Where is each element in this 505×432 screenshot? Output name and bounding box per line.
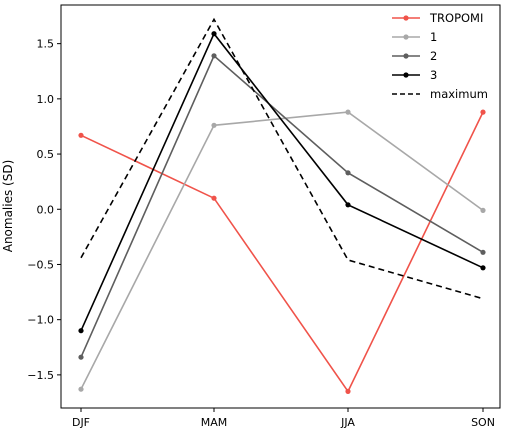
data-point-1 (78, 386, 84, 392)
series-line-2 (80, 54, 484, 358)
y-tick-label: −1.5 (27, 369, 54, 382)
legend-label-tropomi: TROPOMI (429, 11, 483, 25)
data-point-2 (78, 354, 84, 360)
data-point-1 (345, 109, 351, 115)
legend: TROPOMI 1 2 3 maximum (392, 11, 488, 101)
y-tick-label: −1.0 (27, 314, 54, 327)
x-axis: DJF MAM JJA SON (72, 408, 495, 429)
y-tick-label: 1.5 (37, 38, 55, 51)
data-point-tropomi (78, 132, 84, 138)
data-point-3 (211, 31, 217, 37)
legend-marker-1 (403, 34, 409, 40)
series-line-1 (80, 111, 484, 390)
series-layer (78, 17, 486, 394)
data-point-1 (211, 122, 217, 128)
data-point-3 (78, 328, 84, 334)
y-axis-label: Anomalies (SD) (1, 160, 15, 253)
series-line-maximum (80, 17, 484, 300)
legend-marker-3 (403, 72, 409, 78)
y-axis: −1.5 −1.0 −0.5 0.0 0.5 1.0 1.5 (27, 38, 61, 382)
plot-area-frame (60, 4, 501, 409)
data-point-tropomi (211, 195, 217, 201)
y-tick-label: −0.5 (27, 258, 54, 271)
y-tick-label: 0.5 (37, 148, 55, 161)
legend-label-maximum: maximum (430, 87, 488, 101)
x-tick-label-son: SON (471, 416, 495, 429)
series-line-3 (80, 32, 484, 332)
x-tick-label-djf: DJF (72, 416, 90, 429)
legend-marker-2 (403, 53, 409, 59)
data-point-tropomi (345, 388, 351, 394)
y-tick-label: 1.0 (37, 93, 55, 106)
data-point-3 (480, 265, 486, 271)
data-point-2 (345, 170, 351, 176)
legend-marker-tropomi (403, 15, 409, 21)
x-tick-label-mam: MAM (201, 416, 228, 429)
data-point-2 (211, 53, 217, 59)
y-tick-label: 0.0 (37, 203, 55, 216)
data-point-1 (480, 207, 486, 213)
x-tick-label-jja: JJA (340, 416, 355, 429)
legend-label-1: 1 (430, 30, 437, 44)
data-point-tropomi (480, 109, 486, 115)
legend-label-2: 2 (430, 49, 437, 63)
data-point-3 (345, 202, 351, 208)
series-line-tropomi (80, 111, 484, 393)
legend-label-3: 3 (430, 68, 437, 82)
data-point-2 (480, 249, 486, 255)
